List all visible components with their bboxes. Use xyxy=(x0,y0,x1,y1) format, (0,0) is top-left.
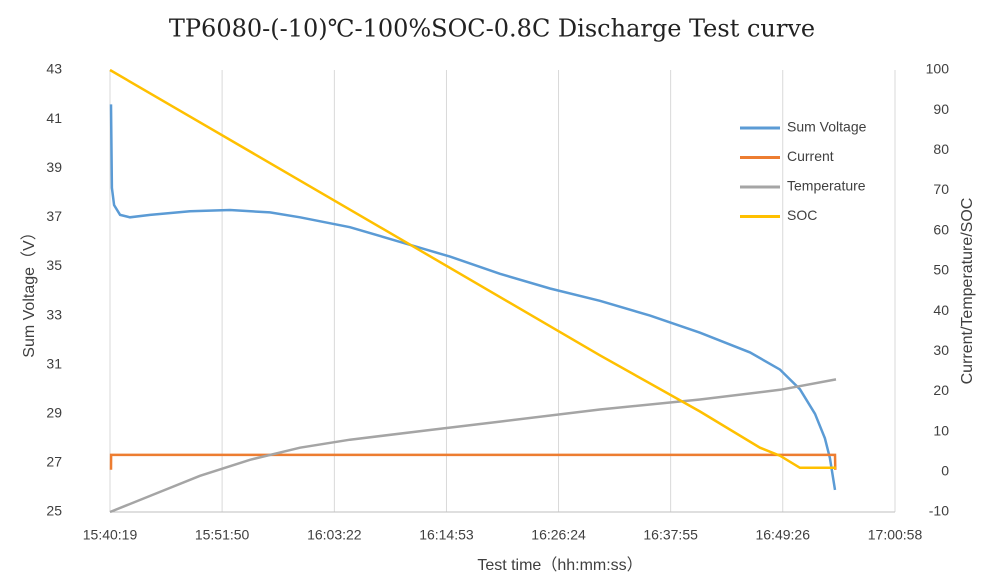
y-tick-label: 29 xyxy=(46,404,62,420)
y2-tick-label: 80 xyxy=(933,141,949,157)
x-axis-label: Test time（hh:mm:ss） xyxy=(477,556,642,574)
x-tick-label: 16:03:22 xyxy=(307,527,362,543)
y-tick-label: 41 xyxy=(46,110,62,126)
y-axis-label: Sum Voltage（V） xyxy=(20,224,38,357)
legend-label: Temperature xyxy=(787,178,866,194)
y-tick-label: 39 xyxy=(46,159,62,175)
y-tick-label: 27 xyxy=(46,454,62,470)
y2-tick-label: 90 xyxy=(933,101,949,117)
y-tick-label: 25 xyxy=(46,503,62,519)
y-tick-label: 35 xyxy=(46,257,62,273)
y2-tick-label: 100 xyxy=(926,61,950,77)
legend-label: Sum Voltage xyxy=(787,119,867,135)
x-tick-label: 15:51:50 xyxy=(195,527,250,543)
y2-tick-label: 20 xyxy=(933,382,949,398)
legend-label: Current xyxy=(787,148,834,164)
x-tick-label: 15:40:19 xyxy=(83,527,138,543)
series-line xyxy=(109,453,837,470)
y2-tick-label: 0 xyxy=(941,463,949,479)
x-tick-label: 16:49:26 xyxy=(755,527,810,543)
y2-tick-label: 60 xyxy=(933,221,949,237)
y-tick-label: 37 xyxy=(46,208,62,224)
x-tick-label: 16:14:53 xyxy=(419,527,474,543)
y2-tick-label: 10 xyxy=(933,422,949,438)
x-tick-label: 17:00:58 xyxy=(868,527,923,543)
y2-tick-label: -10 xyxy=(929,503,949,519)
chart-title: TP6080-(-10)℃-100%SOC-0.8C Discharge Tes… xyxy=(169,15,815,43)
y2-tick-label: 70 xyxy=(933,181,949,197)
y2-axis-label: Current/Temperature/SOC xyxy=(959,198,976,385)
legend-label: SOC xyxy=(787,207,817,223)
x-tick-label: 16:26:24 xyxy=(531,527,586,543)
series-line xyxy=(109,68,836,470)
x-tick-label: 16:37:55 xyxy=(643,527,698,543)
y-tick-label: 33 xyxy=(46,306,62,322)
y-tick-label: 31 xyxy=(46,355,62,371)
y-tick-label: 43 xyxy=(46,61,62,77)
series-line xyxy=(109,378,837,514)
y2-tick-label: 40 xyxy=(933,302,949,318)
series-line xyxy=(109,104,837,491)
y2-tick-label: 50 xyxy=(933,262,949,278)
y2-tick-label: 30 xyxy=(933,342,949,358)
